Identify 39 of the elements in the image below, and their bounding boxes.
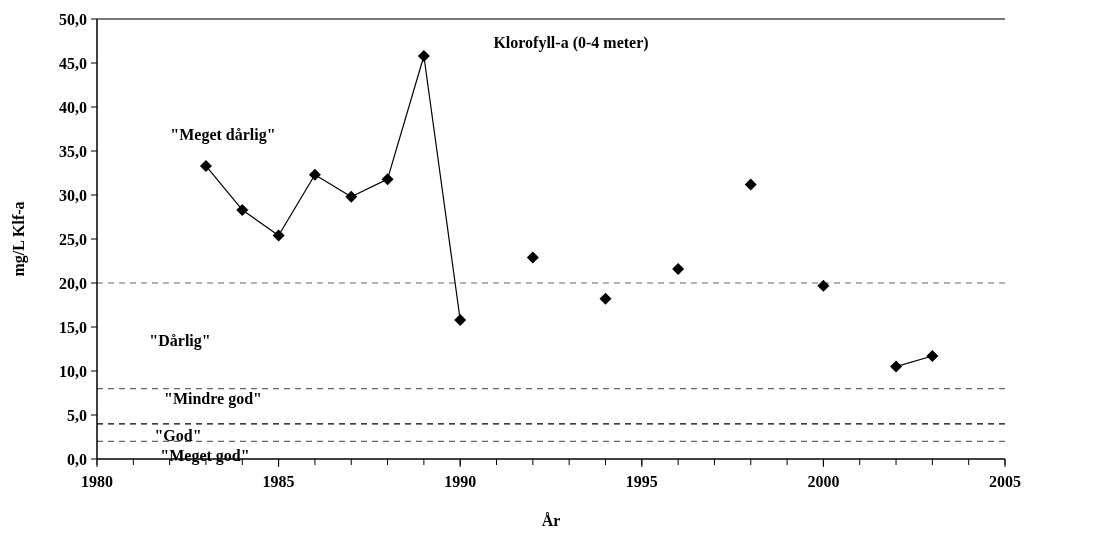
y-tick-label: 50,0: [59, 10, 87, 28]
y-tick-label: 40,0: [59, 98, 87, 116]
point: [890, 360, 903, 373]
point: [926, 350, 939, 363]
y-axis-title: mg/L Klf-a: [10, 201, 28, 277]
point: [817, 279, 830, 292]
y-tick-label: 25,0: [59, 230, 87, 248]
y-tick-label: 30,0: [59, 186, 87, 204]
annotation: "Dårlig": [149, 331, 211, 350]
point: [199, 159, 212, 172]
point: [345, 190, 358, 203]
y-tick-label: 35,0: [59, 142, 87, 160]
point: [308, 168, 321, 181]
annotation: "Meget dårlig": [170, 125, 276, 144]
y-tick-label: 10,0: [59, 362, 87, 380]
point: [236, 203, 249, 216]
point: [672, 262, 685, 275]
x-tick-label: 2000: [807, 473, 840, 490]
annotation: "Mindre god": [164, 389, 262, 408]
point: [526, 251, 539, 264]
point: [744, 178, 757, 191]
y-tick-label: 15,0: [59, 318, 87, 336]
point: [417, 49, 430, 62]
y-tick-label: 20,0: [59, 274, 87, 292]
point: [381, 173, 394, 186]
point: [599, 292, 612, 305]
y-tick-label: 5,0: [67, 406, 87, 424]
annotation: "God": [154, 426, 202, 444]
point: [272, 229, 285, 242]
x-tick-label: 1990: [444, 473, 477, 490]
x-tick-label: 1995: [625, 473, 658, 490]
y-tick-label: 45,0: [59, 54, 87, 72]
text: Klorofyll-a (0-4 meter): [493, 34, 649, 52]
x-tick-label: 1980: [81, 473, 113, 490]
x-axis-title: År: [541, 512, 561, 529]
x-tick-label: 2005: [989, 473, 1021, 490]
point: [454, 313, 467, 326]
x-tick-label: 1985: [262, 473, 295, 490]
y-tick-label: 0,0: [67, 450, 87, 468]
